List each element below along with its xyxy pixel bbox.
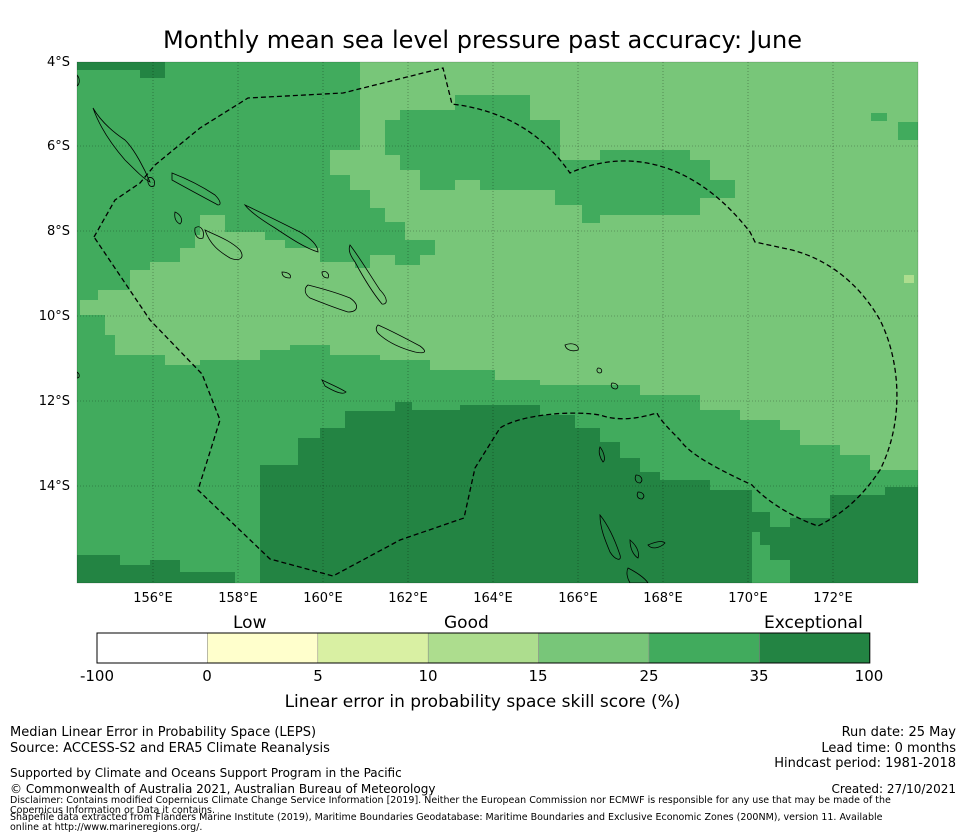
colorbar-frame [96, 632, 871, 664]
footer-lead-time: Lead time: 0 months [821, 741, 956, 756]
lon-label: 162°E [388, 591, 428, 606]
footer-shapefile: Shapefile data extracted from Flanders M… [10, 812, 883, 833]
category-low: Low [233, 613, 267, 633]
map-title: Monthly mean sea level pressure past acc… [162, 26, 802, 54]
colorbar-swatch [96, 632, 208, 664]
colorbar-swatch [538, 632, 650, 664]
lat-label: 10°S [38, 309, 70, 324]
colorbar-tick: 10 [418, 667, 438, 685]
footer-method: Median Linear Error in Probability Space… [10, 725, 317, 740]
colorbar-tick: 100 [854, 667, 884, 685]
footer-copyright: © Commonwealth of Australia 2021, Austra… [10, 782, 436, 796]
category-good: Good [444, 613, 489, 633]
colorbar-swatch [648, 632, 760, 664]
lon-label: 170°E [728, 591, 768, 606]
colorbar-tick: 0 [202, 667, 212, 685]
eez-boundary [93, 67, 898, 577]
lat-label: 8°S [46, 224, 70, 239]
lon-label: 172°E [813, 591, 853, 606]
colorbar-tick: 5 [313, 667, 323, 685]
lon-label: 156°E [133, 591, 173, 606]
colorbar-swatch [759, 632, 871, 664]
lon-label: 158°E [218, 591, 258, 606]
lon-label: 166°E [558, 591, 598, 606]
footer-source: Source: ACCESS-S2 and ERA5 Climate Reana… [10, 741, 330, 756]
category-exceptional: Exceptional [764, 613, 863, 633]
lon-label: 164°E [473, 591, 513, 606]
lon-label: 160°E [303, 591, 343, 606]
colorbar-tick: 25 [639, 667, 659, 685]
footer-support: Supported by Climate and Oceans Support … [10, 766, 402, 780]
colorbar-tick: 15 [528, 667, 548, 685]
skill-region-exceptional [260, 402, 918, 583]
lon-label: 168°E [643, 591, 683, 606]
colorbar-swatch [317, 632, 429, 664]
footer-created: Created: 27/10/2021 [831, 782, 956, 796]
lat-label: 6°S [46, 139, 70, 154]
lat-label: 4°S [46, 55, 70, 70]
lat-label: 12°S [38, 394, 70, 409]
colorbar-swatch [207, 632, 319, 664]
coastlines [77, 74, 666, 583]
colorbar-tick: 35 [749, 667, 769, 685]
footer-run-date: Run date: 25 May [841, 725, 956, 740]
footer-hindcast: Hindcast period: 1981-2018 [774, 756, 956, 771]
graticule [77, 62, 918, 583]
colorbar [96, 632, 871, 664]
colorbar-swatch [427, 632, 539, 664]
lat-label: 14°S [38, 479, 70, 494]
colorbar-label: Linear error in probability space skill … [284, 692, 681, 712]
colorbar-tick: -100 [79, 667, 115, 685]
footer-disclaimer: Disclaimer: Contains modified Copernicus… [10, 795, 891, 816]
